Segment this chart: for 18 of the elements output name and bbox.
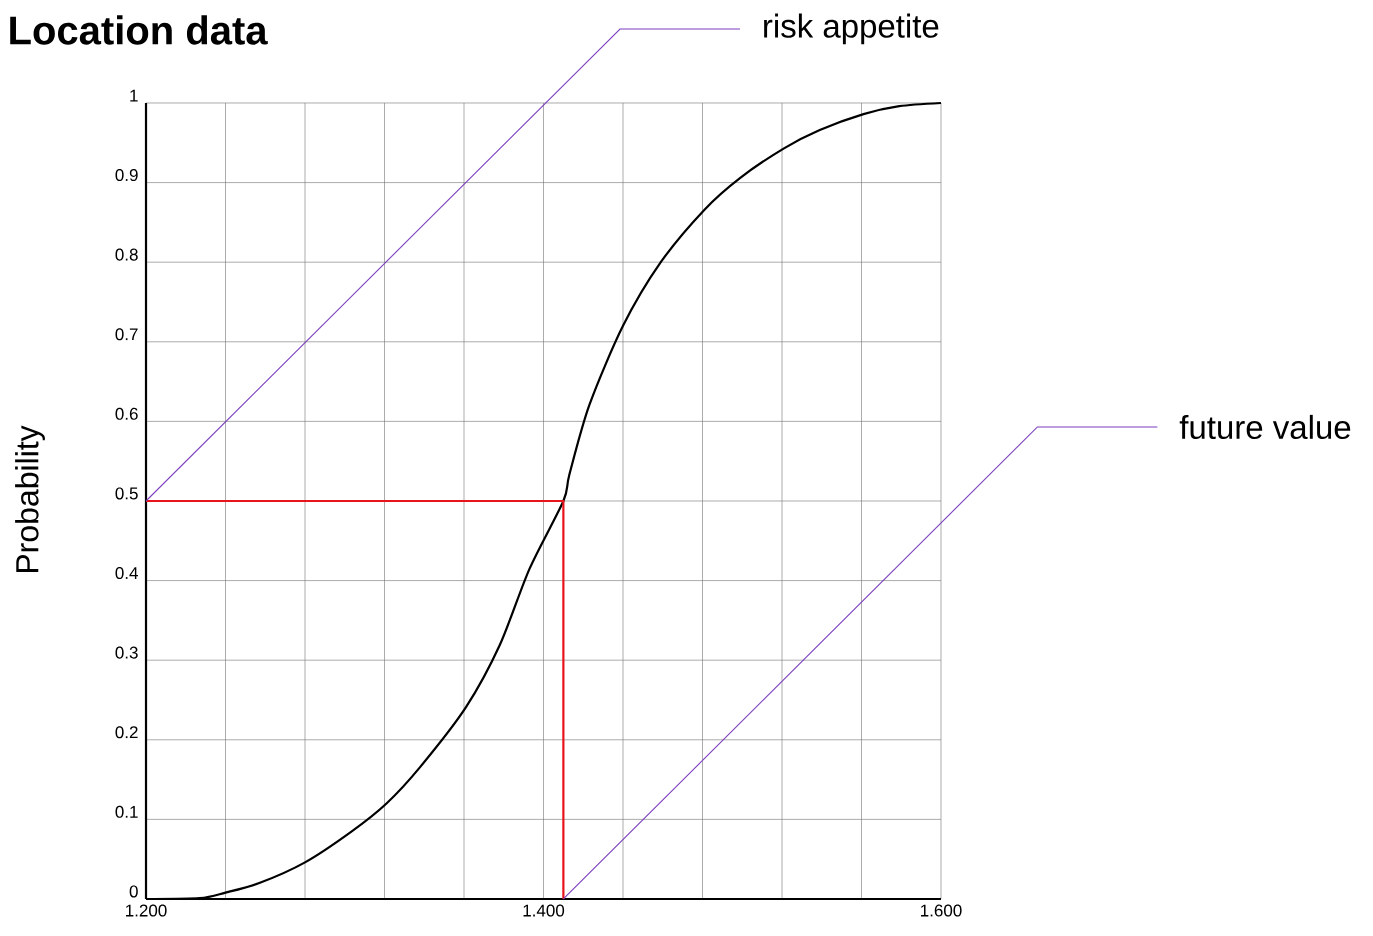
y-tick-label: 0.1 — [115, 805, 138, 818]
chart-title: Location data — [10, 15, 268, 45]
y-tick-label: 0.8 — [115, 248, 138, 261]
x-tick-label: 1.200 — [126, 904, 167, 917]
y-tick-label: 1 — [130, 89, 138, 102]
y-tick-label: 0.5 — [115, 487, 138, 500]
x-tick-label: 1.400 — [523, 904, 565, 917]
y-tick-label: 0.9 — [115, 169, 138, 182]
x-tick-label: 1.600 — [921, 904, 962, 917]
annotation: risk appetite — [764, 13, 939, 45]
y-tick-label: 0.4 — [115, 567, 138, 580]
y-axis-title: Probability — [15, 425, 45, 573]
y-tick-label: 0.3 — [115, 646, 138, 659]
y-tick-label: 0.7 — [115, 328, 138, 341]
y-tick-label: 0.2 — [115, 726, 138, 739]
y-tick-label: 0 — [129, 885, 138, 898]
annotation: future value — [1179, 414, 1351, 440]
y-tick-label: 0.6 — [115, 407, 138, 420]
